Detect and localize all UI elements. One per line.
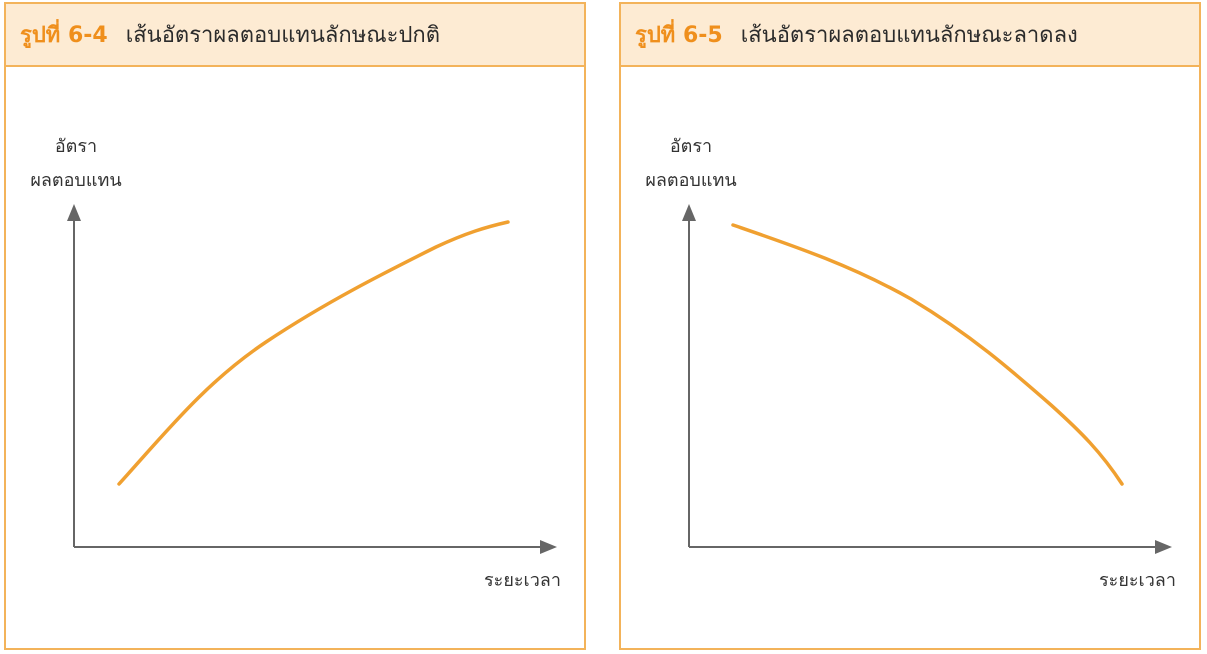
y-axis-label-line2: ผลตอบแทน	[30, 170, 122, 191]
x-axis-label: ระยะเวลา	[1099, 570, 1176, 591]
figure-number: รูปที่ 6-5	[635, 23, 723, 48]
y-axis-label-line1: อัตรา	[54, 136, 98, 157]
x-axis	[74, 540, 557, 554]
inverted-yield-curve	[731, 223, 1124, 486]
y-axis	[67, 204, 81, 547]
y-axis-label: อัตรา ผลตอบแทน	[641, 130, 741, 198]
y-axis-label-line1: อัตรา	[669, 136, 713, 157]
figure-number: รูปที่ 6-4	[20, 23, 108, 48]
x-axis-label: ระยะเวลา	[484, 570, 561, 591]
yield-curve-diagram	[682, 204, 1172, 554]
figure-panel-inverted-yield: รูปที่ 6-5 เส้นอัตราผลตอบแทนลักษณะลาดลง …	[619, 2, 1201, 650]
x-axis	[689, 540, 1172, 554]
figure-header: รูปที่ 6-5 เส้นอัตราผลตอบแทนลักษณะลาดลง	[621, 4, 1199, 67]
normal-yield-curve	[117, 220, 510, 486]
y-axis-label-line2: ผลตอบแทน	[645, 170, 737, 191]
figure-title: เส้นอัตราผลตอบแทนลักษณะลาดลง	[740, 23, 1078, 48]
figure-header: รูปที่ 6-4 เส้นอัตราผลตอบแทนลักษณะปกติ	[6, 4, 584, 67]
figure-panel-normal-yield: รูปที่ 6-4 เส้นอัตราผลตอบแทนลักษณะปกติ อ…	[4, 2, 586, 650]
figure-title: เส้นอัตราผลตอบแทนลักษณะปกติ	[125, 23, 441, 48]
y-axis-label: อัตรา ผลตอบแทน	[26, 130, 126, 198]
y-axis	[682, 204, 696, 547]
yield-curve-diagram	[67, 204, 557, 554]
